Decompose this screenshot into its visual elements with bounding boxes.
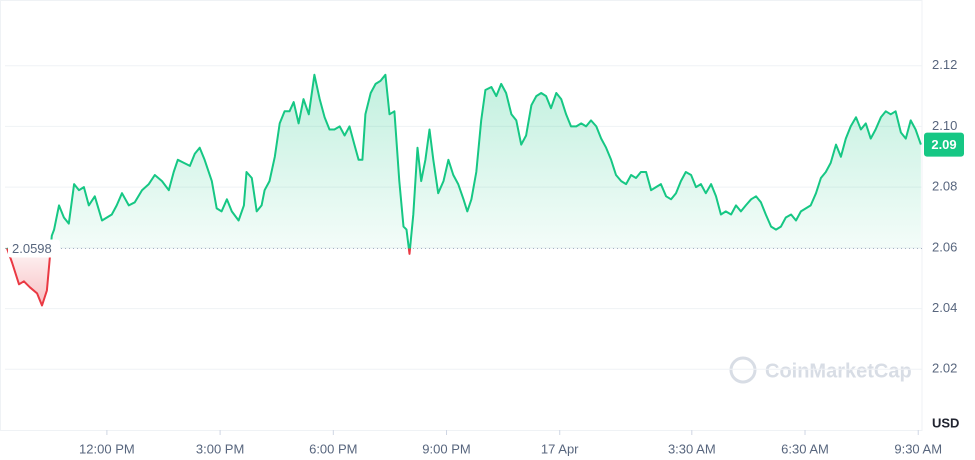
x-tick-label: 6:00 PM xyxy=(309,441,357,456)
x-tick-label: 3:30 AM xyxy=(668,441,716,456)
current-price-label: 2.09 xyxy=(931,137,956,152)
baseline-label-box xyxy=(8,239,60,258)
price-area xyxy=(6,74,921,306)
x-tick-label: 9:30 AM xyxy=(894,441,942,456)
y-tick-label: 2.04 xyxy=(932,300,957,315)
baseline-label: 2.0598 xyxy=(12,241,52,256)
y-tick-label: 2.12 xyxy=(932,57,957,72)
watermark: CoinMarketCap xyxy=(765,360,912,382)
y-tick-label: 2.02 xyxy=(932,361,957,376)
price-line xyxy=(5,73,922,307)
y-tick-label: 2.10 xyxy=(932,118,957,133)
y-tick-label: 2.08 xyxy=(932,179,957,194)
x-tick-label: 9:00 PM xyxy=(422,441,470,456)
x-tick-label: 17 Apr xyxy=(541,441,579,456)
x-tick-label: 12:00 PM xyxy=(79,441,135,456)
plot-frame xyxy=(0,0,923,431)
current-price-box xyxy=(924,132,964,157)
y-tick-label: 2.06 xyxy=(932,239,957,254)
x-tick-label: 6:30 AM xyxy=(781,441,829,456)
y-unit: USD xyxy=(932,415,959,430)
x-tick-label: 3:00 PM xyxy=(196,441,244,456)
watermark-logo xyxy=(729,356,757,384)
